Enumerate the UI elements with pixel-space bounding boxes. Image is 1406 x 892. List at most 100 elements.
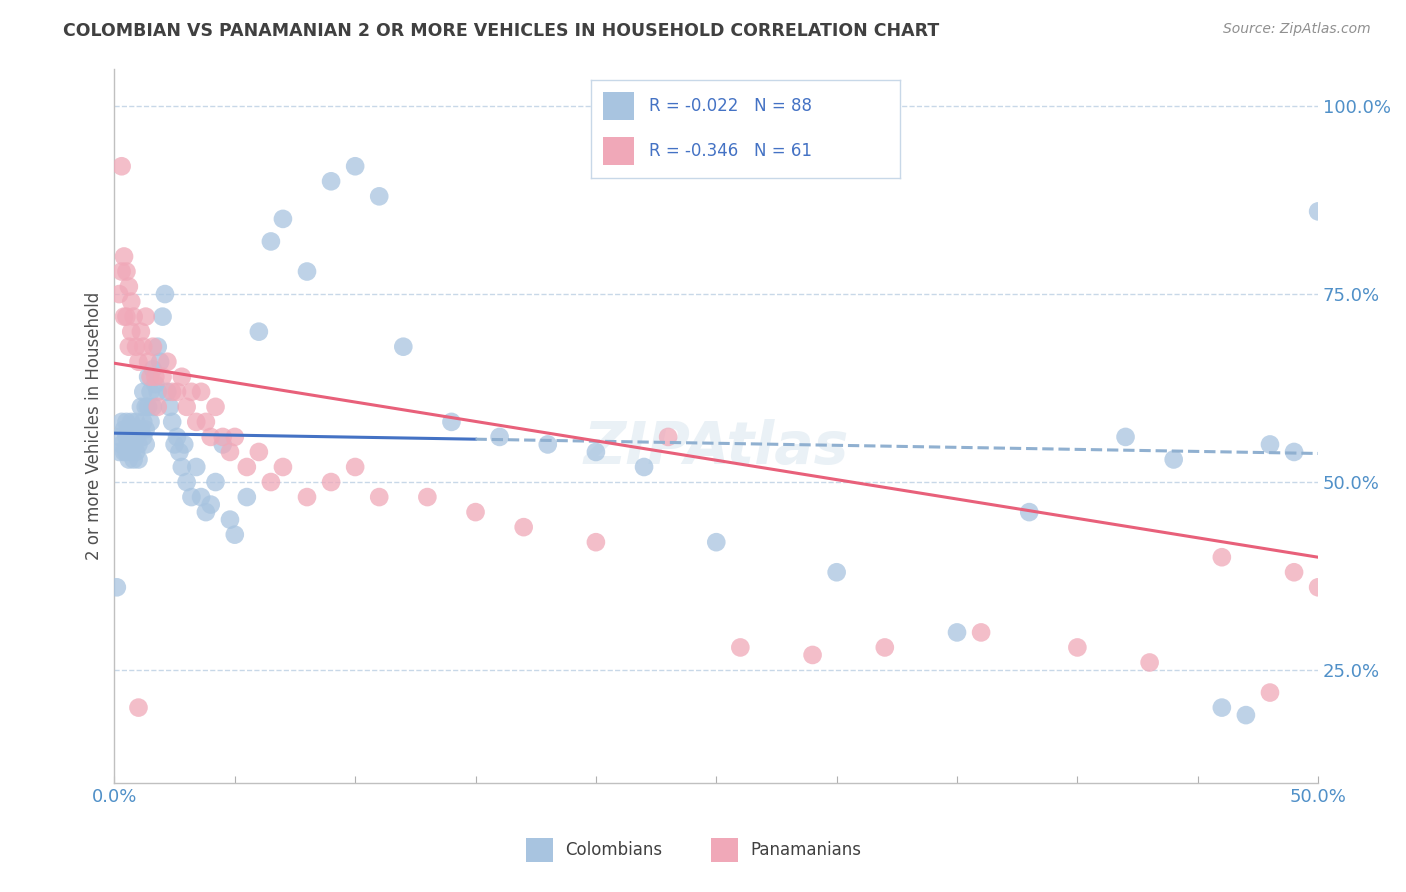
Point	[115, 415, 138, 429]
Point	[122, 422, 145, 436]
Point	[143, 369, 166, 384]
Point	[139, 415, 162, 429]
Point	[143, 377, 166, 392]
Text: R = -0.022   N = 88: R = -0.022 N = 88	[650, 97, 813, 115]
Point	[1308, 580, 1330, 594]
Point	[146, 384, 169, 399]
Text: R = -0.346   N = 61: R = -0.346 N = 61	[650, 142, 813, 160]
Point	[125, 340, 148, 354]
Point	[512, 520, 534, 534]
Point	[190, 384, 212, 399]
Point	[122, 437, 145, 451]
Point	[139, 369, 162, 384]
Point	[122, 310, 145, 324]
Point	[125, 430, 148, 444]
Point	[129, 325, 152, 339]
Point	[1258, 685, 1281, 699]
Point	[247, 325, 270, 339]
Point	[211, 430, 233, 444]
Point	[120, 430, 142, 444]
Point	[149, 355, 172, 369]
Point	[122, 452, 145, 467]
Text: ZIPAtlas: ZIPAtlas	[583, 418, 849, 475]
Point	[127, 422, 149, 436]
Point	[135, 310, 157, 324]
Point	[118, 452, 141, 467]
Point	[132, 415, 155, 429]
Point	[111, 437, 134, 451]
Point	[135, 437, 157, 451]
Point	[219, 513, 242, 527]
Point	[139, 384, 162, 399]
Point	[118, 422, 141, 436]
Point	[1258, 437, 1281, 451]
Point	[120, 445, 142, 459]
Bar	[603, 137, 634, 165]
Point	[115, 310, 138, 324]
Point	[200, 498, 222, 512]
Point	[129, 422, 152, 436]
Point	[118, 340, 141, 354]
Point	[169, 445, 191, 459]
Point	[132, 384, 155, 399]
Bar	[603, 92, 634, 120]
Point	[271, 460, 294, 475]
Point	[153, 287, 176, 301]
Point	[152, 310, 174, 324]
Point	[319, 174, 342, 188]
Point	[585, 535, 607, 549]
Point	[224, 430, 246, 444]
Point	[224, 527, 246, 541]
Point	[115, 445, 138, 459]
Point	[633, 460, 655, 475]
Point	[970, 625, 993, 640]
Point	[180, 384, 202, 399]
Bar	[526, 838, 554, 862]
Point	[118, 437, 141, 451]
Point	[136, 355, 159, 369]
Point	[112, 310, 135, 324]
Point	[416, 490, 439, 504]
Point	[112, 422, 135, 436]
Point	[120, 294, 142, 309]
Point	[152, 369, 174, 384]
Point	[295, 264, 318, 278]
Point	[190, 490, 212, 504]
Point	[1115, 430, 1137, 444]
Point	[170, 369, 193, 384]
Point	[127, 700, 149, 714]
Point	[219, 445, 242, 459]
Point	[170, 460, 193, 475]
Point	[146, 340, 169, 354]
Point	[440, 415, 463, 429]
Point	[368, 189, 391, 203]
Point	[1282, 445, 1305, 459]
Point	[142, 340, 165, 354]
Point	[1308, 204, 1330, 219]
Point	[136, 400, 159, 414]
Point	[186, 415, 208, 429]
Point	[173, 437, 195, 451]
Point	[135, 422, 157, 436]
Point	[344, 159, 367, 173]
Point	[585, 445, 607, 459]
Point	[176, 475, 198, 489]
Point	[108, 287, 131, 301]
Point	[125, 415, 148, 429]
Point	[142, 400, 165, 414]
Point	[112, 250, 135, 264]
Point	[156, 384, 179, 399]
Point	[132, 430, 155, 444]
Point	[105, 580, 128, 594]
Bar	[711, 838, 738, 862]
Point	[194, 505, 217, 519]
Point	[166, 430, 188, 444]
Point	[125, 445, 148, 459]
Point	[392, 340, 415, 354]
Point	[200, 430, 222, 444]
Y-axis label: 2 or more Vehicles in Household: 2 or more Vehicles in Household	[86, 292, 103, 560]
Point	[1018, 505, 1040, 519]
Point	[127, 355, 149, 369]
Point	[112, 445, 135, 459]
Point	[1282, 566, 1305, 580]
